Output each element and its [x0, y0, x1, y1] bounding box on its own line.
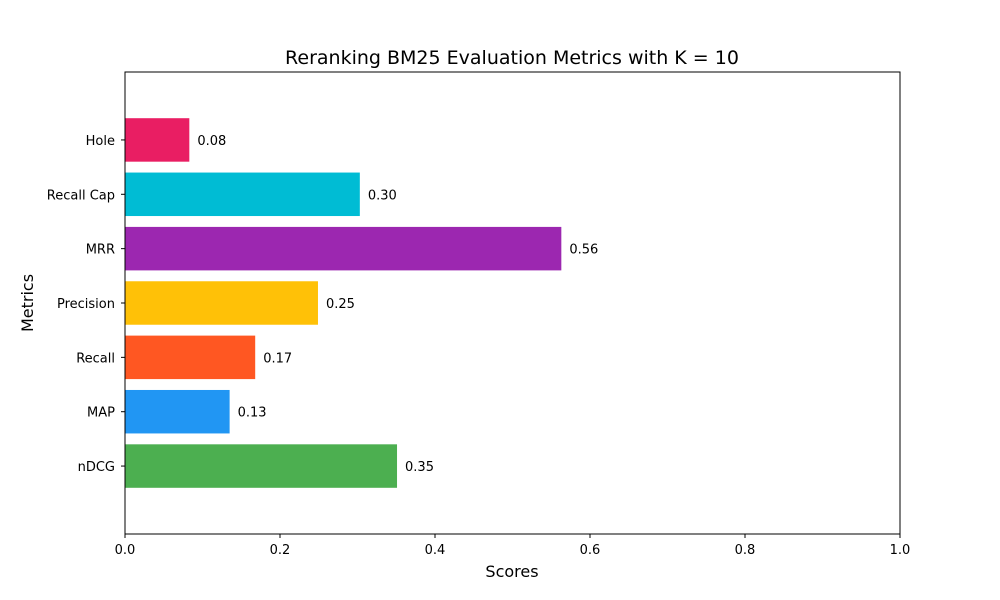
x-axis-ticks: 0.0 0.2 0.4 0.6 0.8 1.0 [115, 534, 911, 558]
data-label-map: 0.13 [238, 406, 267, 421]
data-label-ndcg: 0.35 [405, 460, 434, 475]
y-tick-label: MAP [87, 406, 115, 421]
y-tick-label: Recall [76, 351, 115, 366]
bar-precision [125, 281, 318, 325]
bar-map [125, 389, 230, 434]
x-axis-label: Scores [485, 562, 538, 581]
y-axis-ticks: nDCG MAP Recall Precision MRR Recall Cap Hole [47, 134, 125, 475]
x-tick-label: 0.0 [115, 543, 136, 558]
bar-mrr [125, 226, 562, 271]
bar-hole [125, 118, 190, 162]
x-tick-label: 0.8 [735, 543, 756, 558]
chart-title: Reranking BM25 Evaluation Metrics with K… [285, 47, 739, 69]
y-tick-label: Recall Cap [47, 188, 115, 203]
data-label-precision: 0.25 [326, 297, 355, 312]
data-label-mrr: 0.56 [569, 243, 598, 258]
y-axis-label: Metrics [18, 274, 37, 332]
y-tick-label: Precision [57, 297, 115, 312]
data-labels-layer: 0.35 0.13 0.17 0.25 0.56 0.30 0.08 [197, 134, 598, 475]
y-tick-label: MRR [86, 243, 115, 258]
data-label-recall: 0.17 [263, 351, 292, 366]
y-tick-label: nDCG [78, 460, 115, 475]
x-tick-label: 1.0 [890, 543, 911, 558]
data-label-hole: 0.08 [197, 134, 226, 149]
y-tick-label: Hole [86, 134, 115, 149]
bars-layer [125, 118, 562, 488]
x-tick-label: 0.4 [425, 543, 446, 558]
bar-recall-cap [125, 172, 360, 217]
x-tick-label: 0.2 [270, 543, 291, 558]
bar-ndcg [125, 444, 398, 488]
bar-recall [125, 335, 256, 380]
data-label-recall-cap: 0.30 [368, 188, 397, 203]
x-tick-label: 0.6 [580, 543, 601, 558]
